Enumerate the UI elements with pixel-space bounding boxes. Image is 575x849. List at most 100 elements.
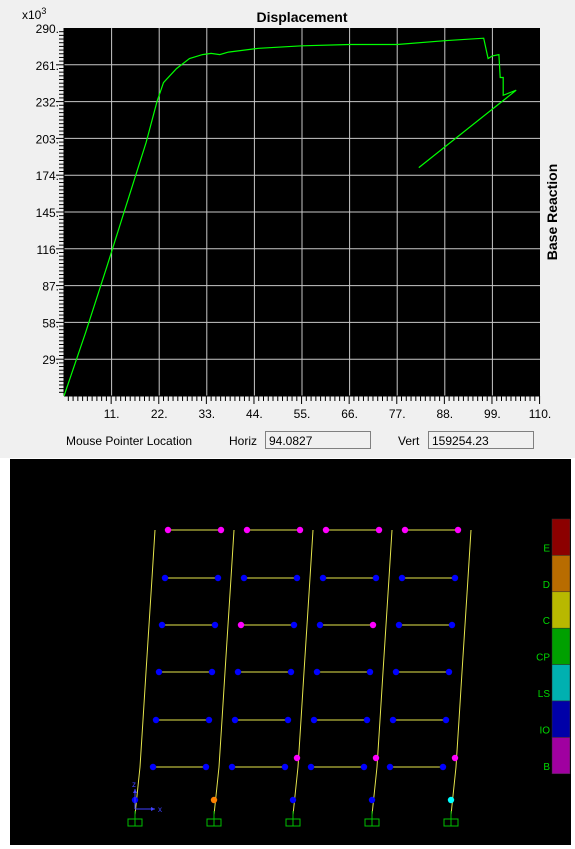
legend-swatch xyxy=(551,591,571,629)
chart-title: Displacement xyxy=(256,9,347,25)
plastic-hinge xyxy=(164,526,172,534)
legend-label: D xyxy=(543,580,550,591)
plastic-hinge xyxy=(217,526,225,534)
plastic-hinge xyxy=(210,796,218,804)
plastic-hinge xyxy=(155,668,163,676)
y-axis-label: Base Reaction xyxy=(544,164,560,260)
y-tick-label: 145. xyxy=(36,206,59,220)
legend-swatch xyxy=(551,700,571,738)
y-tick-label: 203. xyxy=(36,132,59,146)
mouse-pointer-label: Mouse Pointer Location xyxy=(66,434,193,448)
x-tick-label: 44. xyxy=(246,407,263,421)
column-line xyxy=(134,529,156,816)
plastic-hinge xyxy=(369,621,377,629)
plastic-hinge xyxy=(372,574,380,582)
column-line xyxy=(371,529,393,816)
plastic-hinge xyxy=(442,716,450,724)
fixed-support-icon xyxy=(285,811,301,827)
plastic-hinge xyxy=(375,526,383,534)
x-tick-label: 110. xyxy=(529,407,551,421)
plastic-hinge xyxy=(454,526,462,534)
plastic-hinge xyxy=(307,763,315,771)
plastic-hinge xyxy=(360,763,368,771)
axis-z-label: z xyxy=(132,780,136,789)
pushover-plot-panel: Displacement x103 29. 58. 87. 116. 145. 174. 2… xyxy=(0,0,575,458)
plastic-hinge xyxy=(445,668,453,676)
y-multiplier: x103 xyxy=(22,6,46,22)
plastic-hinge xyxy=(293,754,301,762)
y-tick-label: 261. xyxy=(36,59,59,73)
plastic-hinge xyxy=(211,621,219,629)
plastic-hinge xyxy=(208,668,216,676)
plastic-hinge xyxy=(372,754,380,762)
y-tick-label: 232. xyxy=(36,96,59,110)
legend-swatch xyxy=(551,627,571,665)
plastic-hinge xyxy=(161,574,169,582)
x-tick-label: 11. xyxy=(104,407,120,421)
plastic-hinge xyxy=(202,763,210,771)
plastic-hinge xyxy=(205,716,213,724)
plastic-hinge xyxy=(152,716,160,724)
plastic-hinge xyxy=(451,754,459,762)
x-tick-label: 33. xyxy=(198,407,215,421)
vert-value-field[interactable]: 159254.23 xyxy=(428,431,534,449)
y-tick-label: 116. xyxy=(37,243,59,257)
plastic-hinge xyxy=(281,763,289,771)
plastic-hinge xyxy=(389,716,397,724)
fixed-support-icon xyxy=(206,811,222,827)
plastic-hinge xyxy=(287,668,295,676)
grid-lines xyxy=(64,28,540,396)
plastic-hinge xyxy=(316,621,324,629)
plastic-hinge xyxy=(451,574,459,582)
plastic-hinge xyxy=(158,621,166,629)
y-tick-label: 290. xyxy=(36,22,59,36)
plastic-hinge xyxy=(214,574,222,582)
plastic-hinge xyxy=(293,574,301,582)
plastic-hinge xyxy=(366,668,374,676)
legend-label: IO xyxy=(539,725,550,736)
column-line xyxy=(213,529,235,816)
plastic-hinge xyxy=(398,574,406,582)
x-tick-label: 66. xyxy=(341,407,358,421)
plastic-hinge xyxy=(296,526,304,534)
plastic-hinge xyxy=(368,796,376,804)
x-tick-label: 77. xyxy=(389,407,406,421)
plastic-hinge xyxy=(237,621,245,629)
plastic-hinge xyxy=(310,716,318,724)
plastic-hinge xyxy=(290,621,298,629)
horiz-label: Horiz xyxy=(229,434,258,448)
x-tick-label: 22. xyxy=(151,407,168,421)
axis-ticks xyxy=(56,28,541,404)
horiz-value-field[interactable]: 94.0827 xyxy=(265,431,371,449)
x-tick-label: 99. xyxy=(484,407,501,421)
column-line xyxy=(292,529,314,816)
legend-swatch xyxy=(551,664,571,702)
plastic-hinges xyxy=(131,526,462,804)
plastic-hinge xyxy=(284,716,292,724)
y-tick-labels: 29. 58. 87. 116. 145. 174. 203. 232. 261. 290. xyxy=(36,22,59,367)
column-line xyxy=(450,529,472,816)
plastic-hinge xyxy=(313,668,321,676)
legend-label: E xyxy=(543,543,550,554)
y-tick-label: 87. xyxy=(42,280,59,294)
plastic-hinge xyxy=(395,621,403,629)
plastic-hinge xyxy=(386,763,394,771)
fixed-support-icon xyxy=(443,811,459,827)
legend-label: C xyxy=(543,616,550,627)
pushover-curve-chart: Displacement x103 29.58.87.116.145.174.2… xyxy=(22,6,560,421)
plastic-hinge xyxy=(243,526,251,534)
y-tick-label: 174. xyxy=(36,169,59,183)
plastic-hinge xyxy=(240,574,248,582)
plastic-hinge xyxy=(289,796,297,804)
y-tick-label: 58. xyxy=(42,316,59,330)
mouse-pointer-location-bar: Mouse Pointer Location Horiz 94.0827 Ver… xyxy=(0,430,575,454)
axis-x-label: x xyxy=(158,805,162,814)
plastic-hinge xyxy=(234,668,242,676)
axes-indicator-icon: xz xyxy=(132,780,162,814)
x-tick-label: 55. xyxy=(294,407,311,421)
hinge-state-legend: E D C CP LS IO B xyxy=(536,518,571,775)
plastic-hinge xyxy=(149,763,157,771)
frame-members xyxy=(134,529,472,816)
